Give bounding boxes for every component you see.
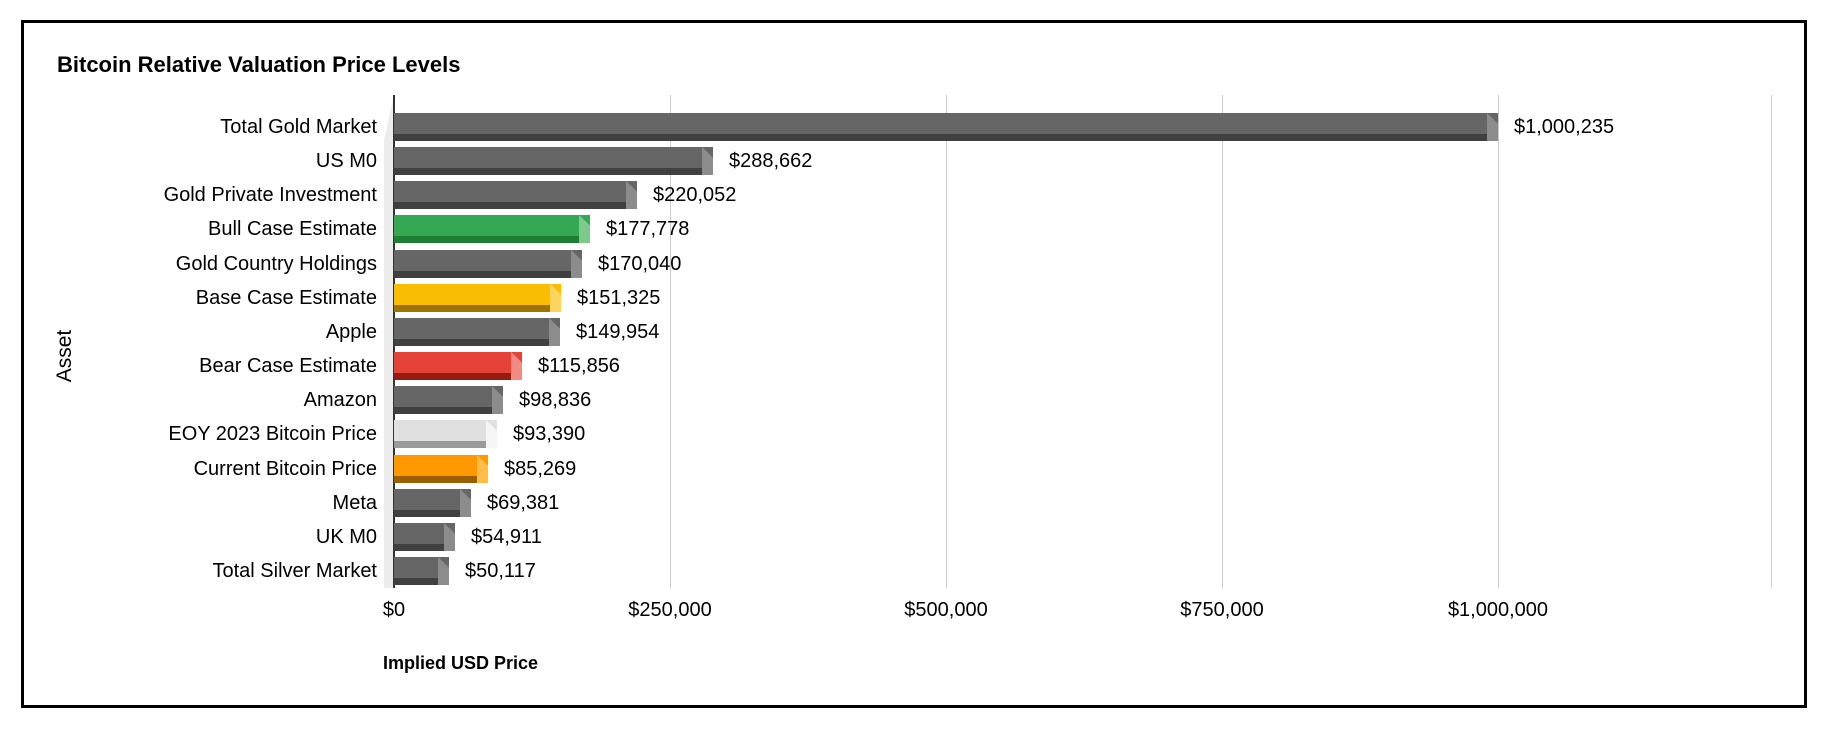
- value-label-bull-case-estimate: $177,778: [606, 218, 690, 240]
- bar-end-bevel: [550, 284, 561, 312]
- bar-end-bevel: [438, 557, 449, 585]
- value-label-eoy-2023-bitcoin-price: $93,390: [513, 423, 586, 445]
- bar-bottom-bevel: [394, 476, 488, 483]
- bar-apple[interactable]: [394, 318, 560, 346]
- bar-end-bevel: [702, 147, 713, 175]
- value-label-gold-country-holdings: $170,040: [598, 253, 682, 275]
- bar-bottom-bevel: [394, 271, 582, 278]
- bar-face: [394, 420, 497, 441]
- bar-end-bevel: [571, 250, 582, 278]
- value-label-amazon: $98,836: [519, 389, 592, 411]
- bar-uk-m0[interactable]: [394, 523, 455, 551]
- gridline: [946, 95, 947, 588]
- value-label-base-case-estimate: $151,325: [577, 287, 661, 309]
- bar-meta[interactable]: [394, 489, 471, 517]
- bar-face: [394, 489, 471, 510]
- category-label-meta: Meta: [332, 492, 377, 514]
- bar-face: [394, 113, 1498, 134]
- value-label-total-silver-market: $50,117: [465, 560, 536, 582]
- category-label-current-bitcoin-price: Current Bitcoin Price: [193, 458, 377, 480]
- bar-total-silver-market[interactable]: [394, 557, 449, 585]
- bar-bottom-bevel: [394, 578, 449, 585]
- bar-face: [394, 147, 713, 168]
- category-label-gold-private-investment: Gold Private Investment: [163, 184, 377, 206]
- y-axis-wall: [384, 95, 394, 588]
- x-tick-label-0: $0: [382, 599, 406, 621]
- bar-end-bevel: [1487, 113, 1498, 141]
- category-label-total-gold-market: Total Gold Market: [220, 116, 377, 138]
- category-label-gold-country-holdings: Gold Country Holdings: [175, 253, 377, 275]
- bar-gold-private-investment[interactable]: [394, 181, 637, 209]
- bar-us-m0[interactable]: [394, 147, 713, 175]
- category-label-us-m0: US M0: [315, 150, 377, 172]
- value-label-gold-private-investment: $220,052: [653, 184, 737, 206]
- value-label-us-m0: $288,662: [729, 150, 813, 172]
- bar-bull-case-estimate[interactable]: [394, 215, 590, 243]
- gridline: [1222, 95, 1223, 588]
- bar-amazon[interactable]: [394, 386, 503, 414]
- category-label-eoy-2023-bitcoin-price: EOY 2023 Bitcoin Price: [168, 423, 377, 445]
- bar-eoy-2023-bitcoin-price[interactable]: [394, 420, 497, 448]
- bar-end-bevel: [511, 352, 522, 380]
- category-label-uk-m0: UK M0: [315, 526, 377, 548]
- bar-face: [394, 523, 455, 544]
- category-label-apple: Apple: [325, 321, 377, 343]
- bar-face: [394, 181, 637, 202]
- bar-face: [394, 386, 503, 407]
- category-label-total-silver-market: Total Silver Market: [212, 560, 378, 582]
- bar-end-bevel: [549, 318, 560, 346]
- x-tick-label-1-000-000: $1,000,000: [1447, 599, 1549, 621]
- bar-face: [394, 215, 590, 236]
- bar-current-bitcoin-price[interactable]: [394, 455, 488, 483]
- value-label-bear-case-estimate: $115,856: [538, 355, 620, 377]
- category-label-base-case-estimate: Base Case Estimate: [195, 287, 377, 309]
- category-label-amazon: Amazon: [303, 389, 377, 411]
- bar-face: [394, 352, 522, 373]
- bar-bottom-bevel: [394, 339, 560, 346]
- value-label-meta: $69,381: [487, 492, 560, 514]
- bar-bottom-bevel: [394, 134, 1498, 141]
- bar-end-bevel: [460, 489, 471, 517]
- bar-base-case-estimate[interactable]: [394, 284, 561, 312]
- x-tick-label-750-000: $750,000: [1180, 599, 1264, 621]
- bar-end-bevel: [492, 386, 503, 414]
- x-axis-title: Implied USD Price: [383, 653, 539, 673]
- bar-end-bevel: [486, 420, 497, 448]
- chart-title: Bitcoin Relative Valuation Price Levels: [57, 52, 461, 77]
- y-axis-wall-notch: [384, 95, 394, 140]
- value-label-total-gold-market: $1,000,235: [1514, 116, 1615, 138]
- bar-face: [394, 455, 488, 476]
- category-label-bear-case-estimate: Bear Case Estimate: [199, 355, 377, 377]
- bar-face: [394, 557, 449, 578]
- bar-gold-country-holdings[interactable]: [394, 250, 582, 278]
- gridline: [670, 95, 671, 588]
- bar-bottom-bevel: [394, 202, 637, 209]
- bar-bear-case-estimate[interactable]: [394, 352, 522, 380]
- bar-bottom-bevel: [394, 168, 713, 175]
- x-tick-label-250-000: $250,000: [628, 599, 712, 621]
- bar-face: [394, 250, 582, 271]
- bar-bottom-bevel: [394, 441, 497, 448]
- bar-end-bevel: [626, 181, 637, 209]
- bar-total-gold-market[interactable]: [394, 113, 1498, 141]
- bar-end-bevel: [477, 455, 488, 483]
- bar-end-bevel: [444, 523, 455, 551]
- bar-bottom-bevel: [394, 510, 471, 517]
- bar-face: [394, 284, 561, 305]
- bar-bottom-bevel: [394, 544, 455, 551]
- category-label-bull-case-estimate: Bull Case Estimate: [208, 218, 377, 240]
- bar-end-bevel: [579, 215, 590, 243]
- bar-bottom-bevel: [394, 373, 522, 380]
- plot-right-edge-gridline: [1771, 95, 1772, 588]
- bar-bottom-bevel: [394, 407, 503, 414]
- value-label-uk-m0: $54,911: [471, 526, 542, 548]
- bar-bottom-bevel: [394, 305, 561, 312]
- x-tick-label-500-000: $500,000: [904, 599, 988, 621]
- value-label-apple: $149,954: [576, 321, 660, 343]
- value-label-current-bitcoin-price: $85,269: [504, 458, 577, 480]
- bar-face: [394, 318, 560, 339]
- gridline: [1498, 95, 1499, 588]
- bar-bottom-bevel: [394, 236, 590, 243]
